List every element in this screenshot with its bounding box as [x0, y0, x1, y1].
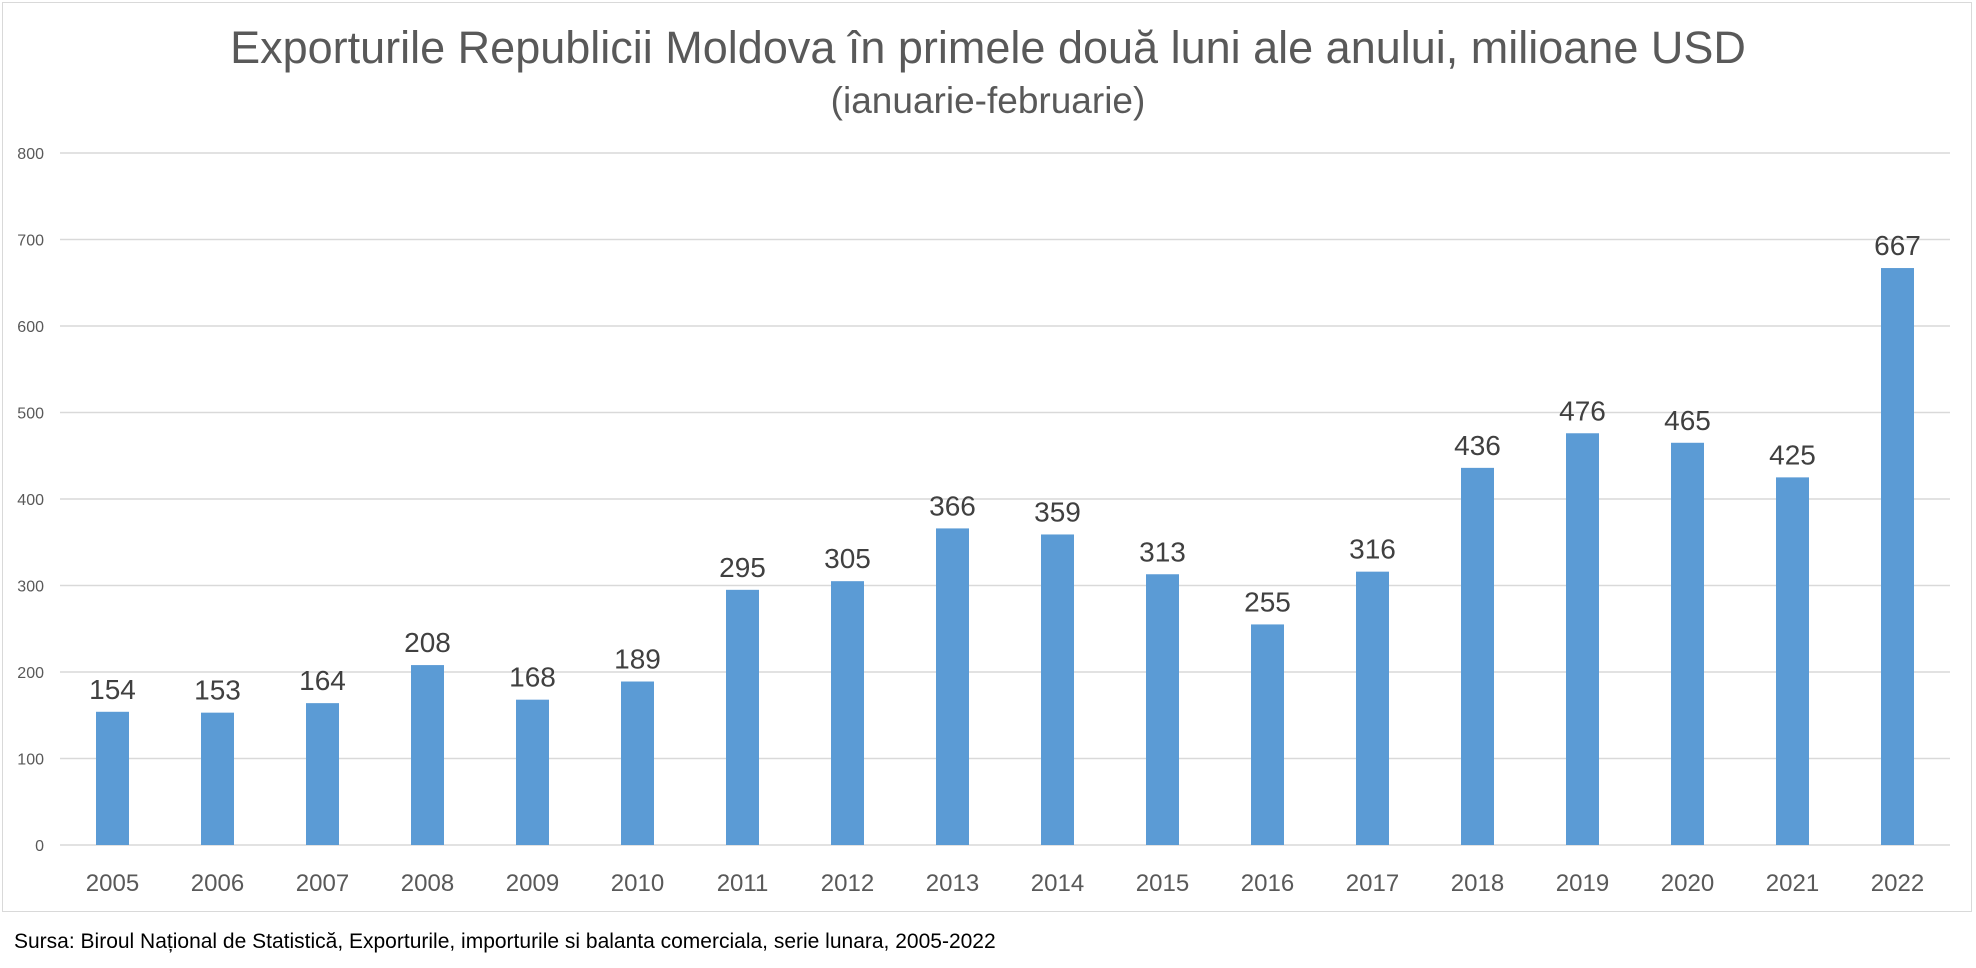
- y-tick-label: 800: [17, 146, 44, 163]
- y-tick-label: 600: [17, 319, 44, 336]
- y-tick-label: 400: [17, 492, 44, 509]
- bar-2008: [411, 665, 444, 845]
- data-label-2022: 667: [1874, 230, 1921, 261]
- y-tick-label: 500: [17, 406, 44, 423]
- bar-2011: [726, 589, 759, 845]
- x-tick-label-2020: 2020: [1661, 870, 1714, 897]
- y-tick-label: 0: [35, 838, 44, 855]
- gridlines: [60, 152, 1950, 846]
- x-tick-label-2008: 2008: [401, 870, 454, 897]
- x-tick-label-2009: 2009: [506, 870, 559, 897]
- data-label-2006: 153: [194, 675, 241, 706]
- y-tick-label: 100: [17, 752, 44, 769]
- x-tick-label-2007: 2007: [296, 870, 349, 897]
- data-label-2014: 359: [1034, 496, 1081, 527]
- data-label-2021: 425: [1769, 439, 1816, 470]
- x-tick-label-2014: 2014: [1031, 870, 1084, 897]
- bar-2019: [1566, 433, 1599, 845]
- bar-2017: [1356, 571, 1389, 845]
- data-label-2016: 255: [1244, 586, 1291, 617]
- bar-2020: [1671, 442, 1704, 845]
- chart-title: Exporturile Republicii Moldova în primel…: [230, 22, 1746, 73]
- data-label-2018: 436: [1454, 430, 1501, 461]
- x-tick-label-2021: 2021: [1766, 870, 1819, 897]
- bar-2010: [621, 681, 654, 845]
- data-labels: 154 153 164 208 168 189 295 305 366 359 313 255 316 4…: [89, 230, 1921, 706]
- data-label-2013: 366: [929, 490, 976, 521]
- x-tick-label-2017: 2017: [1346, 870, 1399, 897]
- data-label-2020: 465: [1664, 405, 1711, 436]
- x-tick-label-2015: 2015: [1136, 870, 1189, 897]
- x-tick-label-2005: 2005: [86, 870, 139, 897]
- source-note: Sursa: Biroul Național de Statistică, Ex…: [14, 930, 996, 953]
- bar-2006: [201, 712, 234, 845]
- x-tick-label-2016: 2016: [1241, 870, 1294, 897]
- x-tick-label-2013: 2013: [926, 870, 979, 897]
- y-tick-label: 700: [17, 233, 44, 250]
- x-tick-label-2022: 2022: [1871, 870, 1924, 897]
- bar-2007: [306, 703, 339, 845]
- data-label-2008: 208: [404, 627, 451, 658]
- data-label-2011: 295: [719, 552, 766, 583]
- data-label-2017: 316: [1349, 534, 1396, 565]
- data-label-2010: 189: [614, 644, 661, 675]
- bar-2018: [1461, 467, 1494, 845]
- x-tick-label-2018: 2018: [1451, 870, 1504, 897]
- data-label-2007: 164: [299, 665, 346, 696]
- bar-2013: [936, 528, 969, 845]
- data-label-2015: 313: [1139, 536, 1186, 567]
- x-tick-label-2012: 2012: [821, 870, 874, 897]
- y-axis-ticks: 0 100 200 300 400 500 600 700 800: [17, 146, 44, 855]
- y-tick-label: 200: [17, 665, 44, 682]
- bar-series: [96, 268, 1914, 845]
- x-tick-label-2006: 2006: [191, 870, 244, 897]
- bar-2005: [96, 711, 129, 845]
- x-tick-label-2019: 2019: [1556, 870, 1609, 897]
- x-tick-label-2010: 2010: [611, 870, 664, 897]
- y-tick-label: 300: [17, 579, 44, 596]
- data-label-2005: 154: [89, 674, 136, 705]
- data-label-2019: 476: [1559, 395, 1606, 426]
- x-axis-ticks: 2005 2006 2007 2008 2009 2010 2011 2012 2013 2014…: [86, 870, 1924, 897]
- bar-2021: [1776, 477, 1809, 845]
- bar-2015: [1146, 574, 1179, 845]
- data-label-2009: 168: [509, 662, 556, 693]
- bar-2014: [1041, 534, 1074, 845]
- data-label-2012: 305: [824, 543, 871, 574]
- chart-subtitle: (ianuarie-februarie): [830, 80, 1146, 121]
- bar-chart: 0 100 200 300 400 500 600 700 800 154 153 164 208 16…: [17, 146, 1950, 897]
- bar-2022: [1881, 268, 1914, 845]
- bar-2016: [1251, 624, 1284, 845]
- bar-2009: [516, 699, 549, 845]
- x-tick-label-2011: 2011: [717, 870, 769, 897]
- bar-2012: [831, 581, 864, 845]
